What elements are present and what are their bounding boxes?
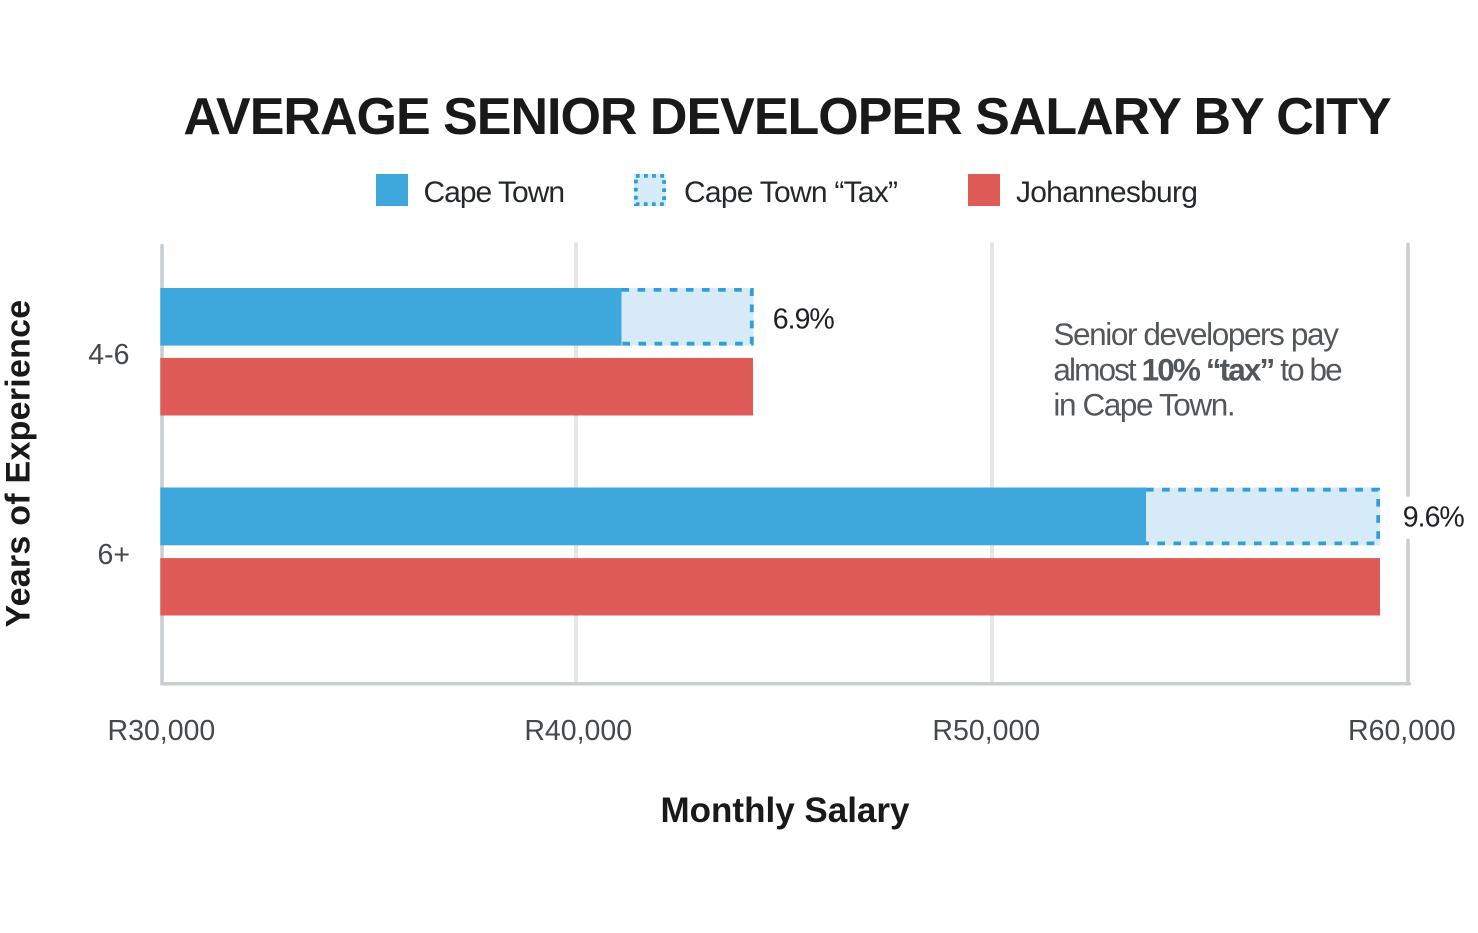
svg-text:Cape Town “Tax”: Cape Town “Tax” — [684, 176, 897, 209]
svg-text:in Cape Town.: in Cape Town. — [1053, 387, 1234, 423]
svg-text:R30,000: R30,000 — [108, 715, 216, 747]
svg-text:Senior developers pay: Senior developers pay — [1053, 316, 1339, 352]
svg-text:4-6: 4-6 — [88, 339, 129, 371]
svg-text:9.6%: 9.6% — [1403, 501, 1465, 533]
svg-text:almost 10% “tax” to be: almost 10% “tax” to be — [1053, 352, 1342, 388]
svg-text:R60,000: R60,000 — [1348, 715, 1456, 747]
svg-text:R50,000: R50,000 — [932, 715, 1040, 747]
svg-text:Cape Town: Cape Town — [424, 176, 565, 209]
svg-text:6+: 6+ — [98, 539, 131, 571]
svg-text:6.9%: 6.9% — [773, 304, 835, 336]
svg-text:R40,000: R40,000 — [524, 715, 632, 747]
svg-text:Years of Experience: Years of Experience — [0, 300, 38, 628]
svg-text:AVERAGE SENIOR DEVELOPER SALAR: AVERAGE SENIOR DEVELOPER SALARY BY CITY — [183, 88, 1391, 146]
svg-text:Monthly Salary: Monthly Salary — [661, 791, 910, 830]
svg-text:Johannesburg: Johannesburg — [1016, 176, 1197, 209]
